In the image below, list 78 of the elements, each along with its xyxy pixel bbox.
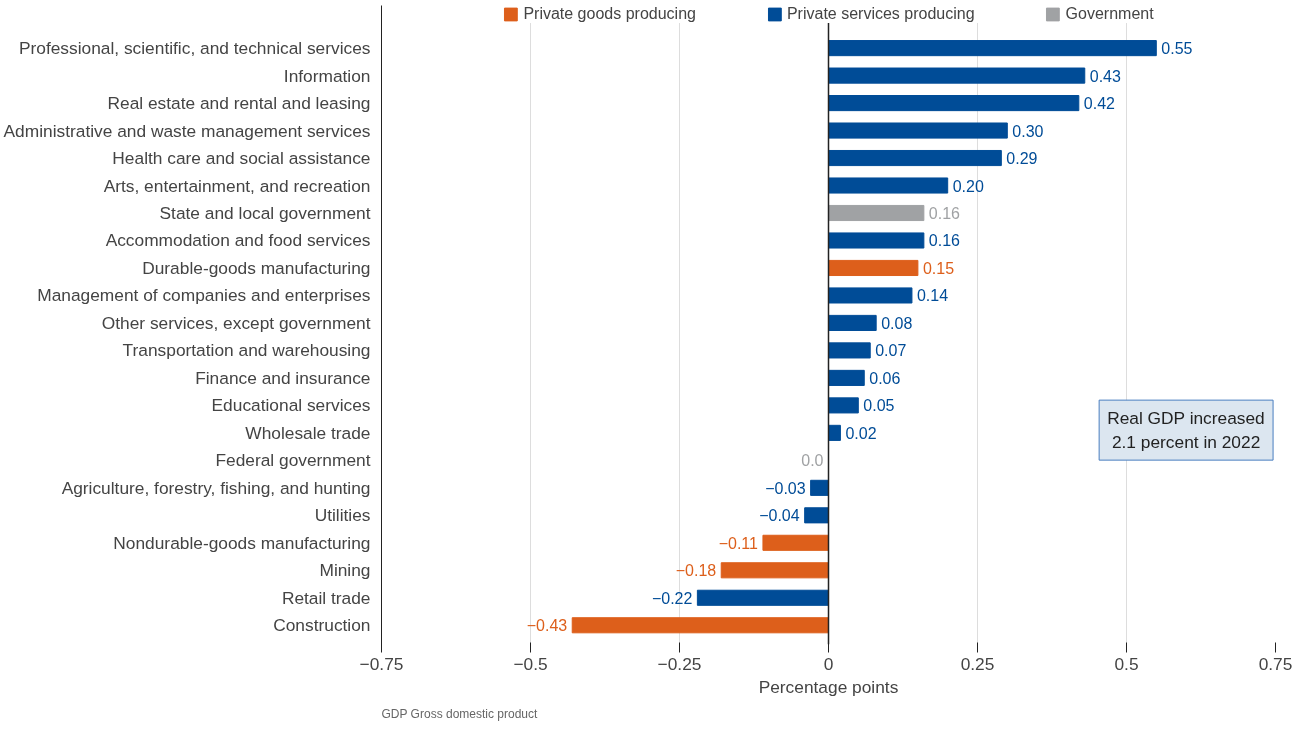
y-tick-label: Federal government [215,450,371,471]
data-label: 0.16 [928,232,961,250]
y-tick-label: Transportation and warehousing [122,340,371,361]
x-tick-label: 0 [823,653,834,674]
x-axis-title: Percentage points [758,676,899,697]
data-label: 0.0 [801,452,824,470]
bar [828,259,919,277]
bar [804,507,829,524]
bar [762,534,829,551]
y-tick-label: Construction [273,615,371,636]
bar [571,617,829,634]
data-label: 0.55 [1161,40,1193,58]
data-label: −0.18 [675,562,717,580]
data-label: −0.04 [759,507,800,525]
data-label: 0.07 [875,342,907,360]
bar [696,589,829,606]
data-label: −0.22 [651,589,693,607]
data-label: 0.30 [1012,122,1044,140]
y-tick-label: Information [283,65,371,86]
y-tick-label: Finance and insurance [195,367,371,388]
y-tick-label: Utilities [314,505,371,526]
data-label: −0.43 [526,617,568,635]
legend-label: Private goods producing [523,5,696,23]
data-label: 0.42 [1083,95,1116,113]
data-label: 0.06 [869,369,901,387]
x-tick-label: −0.5 [513,653,548,674]
y-tick-label: Administrative and waste management services [3,120,371,141]
x-tick-label: 0.25 [960,653,995,674]
legend-label: Government [1065,5,1154,23]
data-label: −0.03 [765,479,806,497]
data-label: −0.11 [718,534,759,552]
bar [828,287,913,304]
y-tick-label: State and local government [159,203,371,223]
y-tick-label: Professional, scientific, and technical services [18,38,371,59]
data-label: 0.15 [922,259,955,277]
bar [828,40,1157,57]
data-label: 0.14 [916,287,949,305]
y-tick-label: Real estate and rental and leasing [107,93,371,114]
data-label: 0.20 [952,177,984,195]
bar [810,479,829,496]
data-label: 0.08 [881,314,913,332]
y-tick-label: Other services, except government [101,312,371,333]
bar [828,204,925,222]
text: GDP Gross domestic product [381,706,538,721]
y-tick-label: Mining [319,560,371,581]
y-tick-label: Management of companies and enterprises [37,285,371,306]
x-tick-label: 0.75 [1258,653,1293,674]
bar [828,95,1080,112]
y-tick-label: Arts, entertainment, and recreation [103,175,371,196]
bar [828,122,1008,139]
data-label: 0.05 [863,397,895,415]
legend-label: Private services producing [786,5,975,23]
data-label: 0.02 [845,424,877,442]
bar [828,232,925,249]
x-tick-label: −0.25 [657,653,702,674]
annotation: Real GDP increased 2.1 percent in 2022 [1107,408,1265,453]
y-tick-label: Health care and social assistance [112,148,371,169]
bar [828,149,1002,167]
y-tick-label: Wholesale trade [245,422,371,443]
y-tick-label: Nondurable-goods manufacturing [113,532,371,553]
bar [828,397,859,414]
x-tick-label: 0.5 [1114,653,1139,674]
bar [828,369,865,386]
data-label: 0.43 [1089,67,1122,85]
y-tick-label: Retail trade [281,587,371,608]
bar [828,67,1086,84]
x-tick-label: −0.75 [359,653,404,674]
data-label: 0.16 [928,205,961,222]
y-tick-label: Agriculture, forestry, fishing, and hunting [61,477,371,498]
y-tick-label: Educational services [211,395,371,416]
bar [828,424,841,441]
y-tick-label: Accommodation and food services [105,230,371,251]
data-label: 0.29 [1006,150,1038,168]
bar [828,177,949,194]
y-tick-label: Durable-goods manufacturing [142,257,371,278]
bar [720,562,829,579]
bar [828,342,871,359]
bar [828,314,877,331]
